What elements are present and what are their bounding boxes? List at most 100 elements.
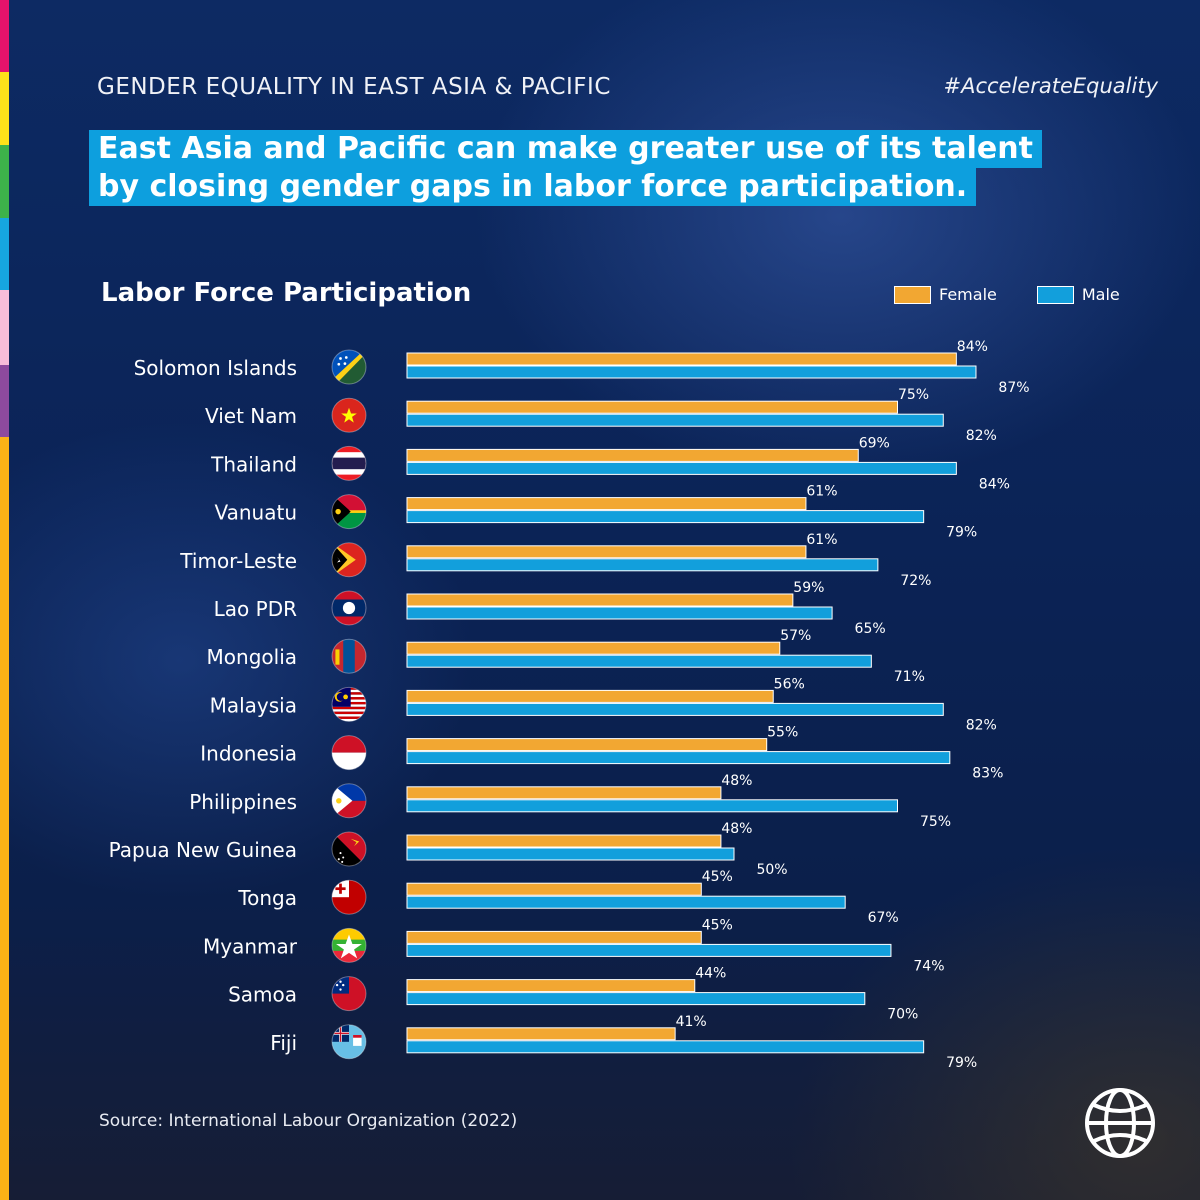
- timor-leste-flag-icon: [331, 542, 367, 578]
- female-bar: [406, 834, 722, 848]
- female-bar: [406, 930, 702, 944]
- female-value-label: 45%: [702, 869, 733, 885]
- tonga-flag-icon: [331, 879, 367, 915]
- female-bar: [406, 1027, 676, 1041]
- kicker-text: GENDER EQUALITY IN EAST ASIA & PACIFIC: [97, 74, 611, 100]
- stripe-segment: [0, 72, 9, 145]
- female-bar: [406, 689, 774, 703]
- female-value-label: 48%: [721, 773, 752, 789]
- female-bar: [406, 882, 702, 896]
- female-value-label: 44%: [695, 966, 726, 982]
- country-label: Lao PDR: [214, 597, 297, 621]
- female-bar: [406, 497, 807, 511]
- male-bar: [406, 558, 879, 572]
- country-label: Malaysia: [210, 693, 297, 717]
- philippines-flag-icon: [331, 783, 367, 819]
- legend-swatch-male: [1036, 285, 1074, 304]
- indonesia-flag-icon: [331, 735, 367, 771]
- country-label: Tonga: [237, 886, 297, 910]
- female-bar: [406, 352, 957, 366]
- male-value-label: 82%: [966, 717, 997, 733]
- headline: East Asia and Pacific can make greater u…: [89, 130, 1042, 206]
- stripe-segment: [0, 437, 9, 1200]
- male-bar: [406, 606, 833, 620]
- male-value-label: 87%: [998, 380, 1029, 396]
- female-value-label: 41%: [676, 1014, 707, 1030]
- stripe-segment: [0, 290, 9, 365]
- female-bar: [406, 979, 696, 993]
- country-label: Samoa: [228, 983, 297, 1007]
- male-bar: [406, 413, 944, 427]
- male-value-label: 67%: [868, 910, 899, 926]
- country-label: Timor-Leste: [179, 549, 297, 573]
- female-bar: [406, 738, 768, 752]
- female-value-label: 61%: [806, 532, 837, 548]
- female-bar: [406, 545, 807, 559]
- stripe-segment: [0, 145, 9, 218]
- female-bar: [406, 593, 794, 607]
- stripe-segment: [0, 365, 9, 437]
- chart-legend: Female Male: [894, 285, 1160, 304]
- thailand-flag-icon: [331, 445, 367, 481]
- country-label: Viet Nam: [205, 404, 297, 428]
- papua-new-guinea-flag-icon: [331, 831, 367, 867]
- country-label: Papua New Guinea: [109, 838, 297, 862]
- male-bar: [406, 365, 977, 379]
- legend-swatch-female: [894, 285, 931, 304]
- stripe-segment: [0, 0, 9, 72]
- female-value-label: 84%: [957, 339, 988, 355]
- female-value-label: 59%: [793, 580, 824, 596]
- country-label: Indonesia: [200, 742, 297, 766]
- male-bar: [406, 751, 951, 765]
- male-bar: [406, 943, 892, 957]
- male-value-label: 50%: [756, 862, 787, 878]
- male-bar: [406, 847, 735, 861]
- chart-title: Labor Force Participation: [101, 278, 472, 308]
- female-value-label: 75%: [898, 387, 929, 403]
- female-value-label: 55%: [767, 725, 798, 741]
- male-bar: [406, 992, 866, 1006]
- country-label: Myanmar: [203, 934, 298, 958]
- brand-color-stripe: [0, 0, 9, 1200]
- mongolia-flag-icon: [331, 638, 367, 674]
- male-value-label: 72%: [900, 573, 931, 589]
- legend-label-male: Male: [1081, 285, 1120, 304]
- male-value-label: 84%: [979, 476, 1010, 492]
- male-value-label: 75%: [920, 814, 951, 830]
- female-bar: [406, 400, 898, 414]
- male-value-label: 71%: [894, 669, 925, 685]
- male-value-label: 70%: [887, 1007, 918, 1023]
- country-label: Vanuatu: [214, 501, 297, 525]
- male-value-label: 79%: [946, 525, 977, 541]
- source-note: Source: International Labour Organizatio…: [99, 1111, 518, 1131]
- samoa-flag-icon: [331, 976, 367, 1012]
- male-bar: [406, 510, 925, 524]
- male-value-label: 65%: [855, 621, 886, 637]
- male-bar: [406, 895, 846, 909]
- female-value-label: 45%: [702, 917, 733, 933]
- vanuatu-flag-icon: [331, 494, 367, 530]
- country-label: Mongolia: [207, 645, 297, 669]
- male-bar: [406, 654, 872, 668]
- male-value-label: 83%: [972, 766, 1003, 782]
- headline-line-1: East Asia and Pacific can make greater u…: [89, 130, 1042, 168]
- hashtag-text: #AccelerateEquality: [943, 74, 1159, 98]
- world-bank-globe-icon: [1085, 1088, 1155, 1158]
- malaysia-flag-icon: [331, 686, 367, 722]
- female-value-label: 69%: [859, 435, 890, 451]
- female-bar: [406, 641, 781, 655]
- female-value-label: 56%: [774, 676, 805, 692]
- legend-label-female: Female: [939, 285, 997, 304]
- myanmar-flag-icon: [331, 927, 367, 963]
- solomon-islands-flag-icon: [331, 349, 367, 385]
- male-bar: [406, 1040, 925, 1054]
- female-bar: [406, 448, 859, 462]
- male-value-label: 74%: [913, 958, 944, 974]
- male-value-label: 82%: [966, 428, 997, 444]
- headline-line-2: by closing gender gaps in labor force pa…: [89, 168, 977, 206]
- country-label: Thailand: [210, 452, 297, 476]
- lao-pdr-flag-icon: [331, 590, 367, 626]
- viet-nam-flag-icon: [331, 397, 367, 433]
- female-value-label: 57%: [780, 628, 811, 644]
- country-label: Fiji: [270, 1031, 297, 1055]
